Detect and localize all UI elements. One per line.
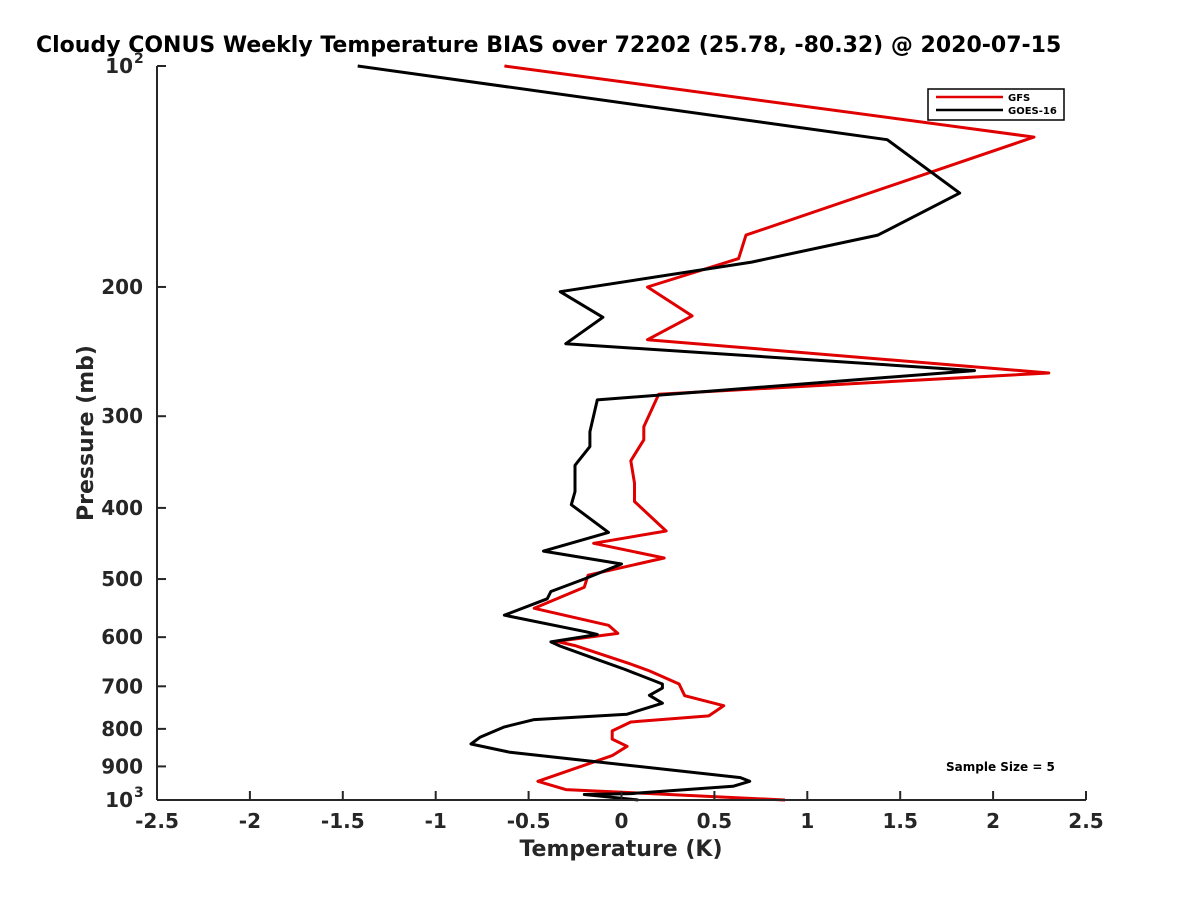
chart-title: Cloudy CONUS Weekly Temperature BIAS ove… bbox=[36, 33, 1061, 58]
y-tick-label: 10 bbox=[105, 788, 133, 812]
legend: GFS GOES-16 bbox=[927, 88, 1065, 121]
x-tick-label: 0.5 bbox=[697, 809, 732, 833]
x-tick-label: -0.5 bbox=[507, 809, 551, 833]
x-tick-label: -2 bbox=[239, 809, 261, 833]
y-tick-label: 10 bbox=[105, 54, 133, 78]
series-line-goes16 bbox=[357, 64, 976, 802]
x-tick-label: 1 bbox=[800, 809, 814, 833]
legend-label-gfs: GFS bbox=[1008, 93, 1030, 104]
y-tick-label: 700 bbox=[101, 674, 143, 698]
y-tick-exponent: 2 bbox=[134, 51, 144, 67]
x-tick-label: 2.5 bbox=[1068, 809, 1103, 833]
series-line-gfs bbox=[504, 64, 1051, 802]
x-ticks: -2.5 -2 -1.5 -1 -0.5 0 0.5 1 1.5 2 2.5 bbox=[135, 791, 1104, 833]
y-tick-exponent: 3 bbox=[134, 785, 144, 801]
x-tick-label: 1.5 bbox=[882, 809, 917, 833]
legend-label-goes16: GOES-16 bbox=[1008, 106, 1057, 117]
x-tick-label: 0 bbox=[615, 809, 629, 833]
axes bbox=[156, 66, 1086, 801]
series-layer bbox=[357, 64, 1051, 802]
x-tick-label: -2.5 bbox=[135, 809, 179, 833]
x-tick-label: -1.5 bbox=[321, 809, 365, 833]
y-tick-label: 900 bbox=[101, 754, 143, 778]
y-tick-label: 200 bbox=[101, 275, 143, 299]
x-tick-label: 2 bbox=[986, 809, 1000, 833]
y-tick-label: 300 bbox=[101, 404, 143, 428]
x-axis-label: Temperature (K) bbox=[519, 837, 722, 862]
y-axis-label: Pressure (mb) bbox=[74, 345, 99, 521]
y-tick-label: 500 bbox=[101, 567, 143, 591]
y-tick-label: 600 bbox=[101, 625, 143, 649]
y-tick-label: 400 bbox=[101, 496, 143, 520]
x-tick-label: -1 bbox=[425, 809, 447, 833]
y-tick-label: 800 bbox=[101, 717, 143, 741]
legend-box bbox=[927, 88, 1065, 121]
sample-size-annotation: Sample Size = 5 bbox=[946, 760, 1055, 774]
